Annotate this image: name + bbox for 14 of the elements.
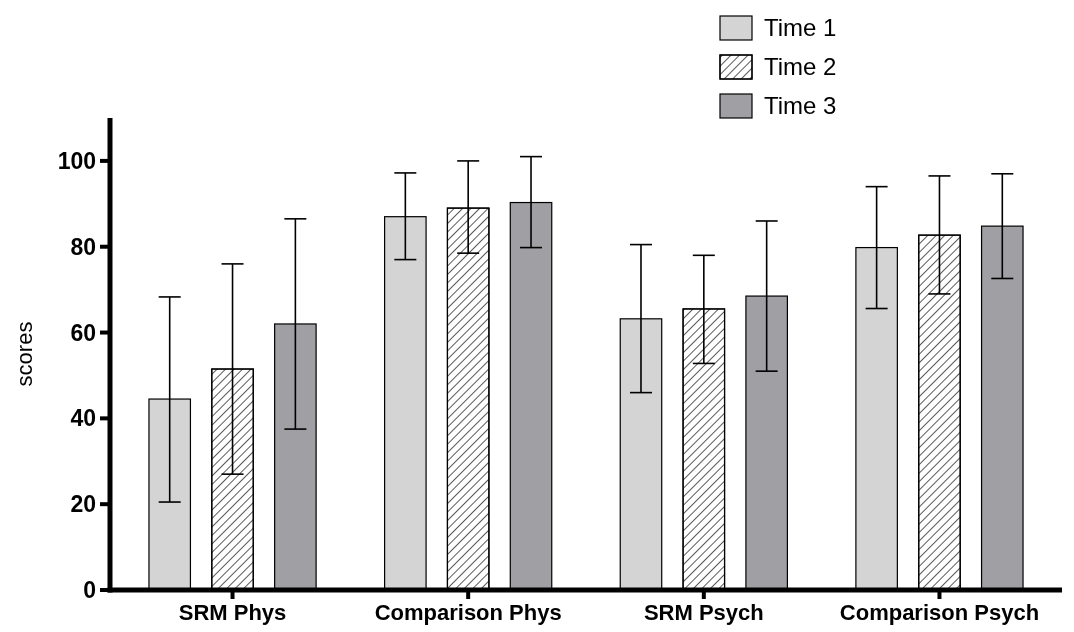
x-tick-label: Comparison Phys: [374, 600, 562, 625]
y-tick-label: 80: [70, 233, 96, 260]
y-tick-label: 20: [70, 491, 96, 518]
y-tick-label: 0: [83, 577, 96, 604]
x-tick-label: Comparison Psych: [839, 600, 1040, 625]
x-tick-label: SRM Phys: [178, 600, 287, 625]
x-tick-label: SRM Psych: [643, 600, 764, 625]
y-tick-label: 60: [70, 319, 96, 346]
y-tick-label: 100: [57, 147, 96, 174]
y-axis-title: scores: [12, 321, 37, 387]
legend-label: Time 2: [764, 53, 837, 81]
y-tick-label: 40: [70, 405, 96, 432]
legend-label: Time 3: [764, 92, 837, 120]
legend-label: Time 1: [764, 14, 837, 42]
